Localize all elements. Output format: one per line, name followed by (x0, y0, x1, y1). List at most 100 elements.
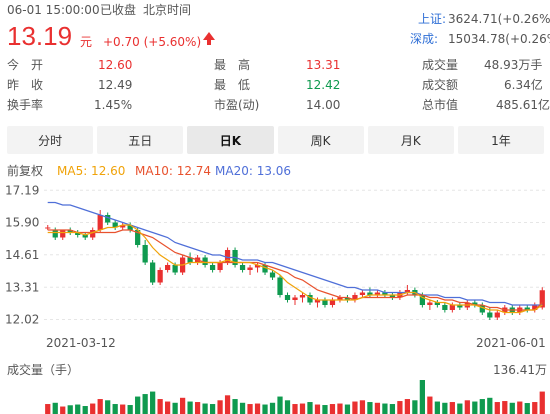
tab-monthly-k[interactable]: 月K (367, 126, 454, 154)
ma5-legend: MA5: 12.60 (57, 164, 126, 178)
ma20-legend: MA20: 13.06 (215, 164, 292, 178)
candle-body (127, 225, 133, 230)
candle-body (359, 292, 366, 295)
candle-body (539, 290, 545, 308)
volume-bar (165, 401, 171, 414)
volume-bar (494, 402, 500, 414)
candle-body (120, 225, 126, 228)
volume-bar (142, 394, 148, 414)
volume-bar (277, 396, 283, 414)
ma10-line (47, 229, 543, 311)
up-arrow-icon (203, 32, 215, 40)
candle-body (90, 230, 96, 238)
candle-body (329, 300, 336, 305)
candle-body (105, 215, 111, 223)
candle-body (449, 305, 455, 310)
candle-body (427, 302, 433, 305)
candle-body (269, 272, 276, 278)
volume-bar (52, 402, 58, 414)
index-sz-label[interactable]: 深成: (410, 32, 439, 46)
volume-bar (60, 406, 66, 414)
price-currency: 元 (80, 35, 93, 49)
tab-weekly-k[interactable]: 周K (277, 126, 364, 154)
volume-bar (337, 403, 343, 414)
candle-body (150, 262, 156, 283)
volume-bar (479, 399, 485, 414)
candle-body (142, 245, 148, 263)
volume-bar (254, 403, 261, 414)
candle-body (479, 305, 485, 313)
volume-bar (509, 402, 515, 414)
y-tick-label: 14.61 (5, 248, 39, 262)
volume-bar (284, 400, 291, 414)
candle-body (487, 312, 493, 318)
volume-bar (209, 404, 216, 414)
volume-bar (404, 399, 411, 414)
volume-bar (539, 391, 545, 414)
candle-body (239, 265, 246, 270)
volume-bar (314, 404, 321, 414)
candle-body (217, 262, 223, 270)
volume-bar (82, 406, 88, 414)
amount-label: 成交额 (422, 78, 459, 92)
volume-bar (449, 402, 455, 414)
candle-body (52, 230, 58, 238)
volume-max: 136.41万 (493, 363, 547, 377)
index-sh-label[interactable]: 上证: (418, 12, 447, 26)
candle-body (314, 300, 321, 303)
volume-bar (127, 405, 133, 414)
y-tick-label: 17.19 (5, 183, 39, 197)
volume-label: 成交量（手） (7, 363, 80, 377)
volume-bar (412, 400, 418, 414)
candle-body (172, 265, 178, 273)
volume-bar (75, 404, 81, 414)
low-label: 最 低 (214, 78, 251, 92)
volume-bar (307, 402, 313, 414)
candle-body (165, 265, 171, 270)
y-tick-label: 12.02 (5, 313, 39, 327)
tab-daily-k[interactable]: 日K (187, 126, 274, 154)
candle-body (247, 267, 253, 270)
volume-bar (232, 399, 238, 414)
volume-bar (157, 399, 163, 414)
volume-bar (112, 404, 118, 414)
volume-bar (172, 402, 178, 414)
candle-body (434, 302, 440, 305)
pe-label: 市盈(动) (214, 98, 260, 112)
candle-body (292, 297, 298, 300)
volume-bar (427, 396, 433, 414)
volume-bar (472, 401, 478, 414)
volume-bar (224, 395, 231, 414)
current-price: 13.19 (7, 21, 73, 51)
volume-bar (262, 404, 268, 414)
volume-bar (517, 401, 523, 414)
volume-bar (374, 402, 381, 414)
adjust-mode[interactable]: 前复权 (7, 164, 44, 178)
tab-intraday[interactable]: 分时 (7, 126, 94, 154)
amount-value: 6.34亿 (504, 78, 543, 92)
volume-bar (105, 400, 111, 414)
tab-five-day[interactable]: 五日 (97, 126, 184, 154)
candle-body (457, 305, 463, 308)
up-arrow-stem (207, 39, 211, 45)
candle-body (112, 222, 118, 228)
turnover-value: 1.45% (94, 98, 133, 112)
candle-body (404, 290, 411, 293)
high-label: 最 高 (214, 58, 251, 72)
volume-bar (45, 404, 51, 414)
tab-one-year[interactable]: 1年 (457, 126, 545, 154)
prev-close-label: 昨 收 (7, 78, 44, 92)
candle-body (82, 235, 88, 238)
candle-body (442, 305, 448, 310)
volume-bar (90, 403, 96, 414)
period-tabs: 分时 五日 日K 周K 月K 1年 (7, 126, 545, 154)
candle-body (367, 292, 373, 295)
candle-body (352, 295, 358, 300)
candle-body (419, 295, 425, 305)
index-sh-value: 3624.71(+0.26%) (448, 12, 550, 26)
candle-body (254, 265, 261, 268)
volume-bar (344, 404, 351, 414)
volume-bar (97, 399, 103, 414)
candle-body (374, 292, 381, 295)
